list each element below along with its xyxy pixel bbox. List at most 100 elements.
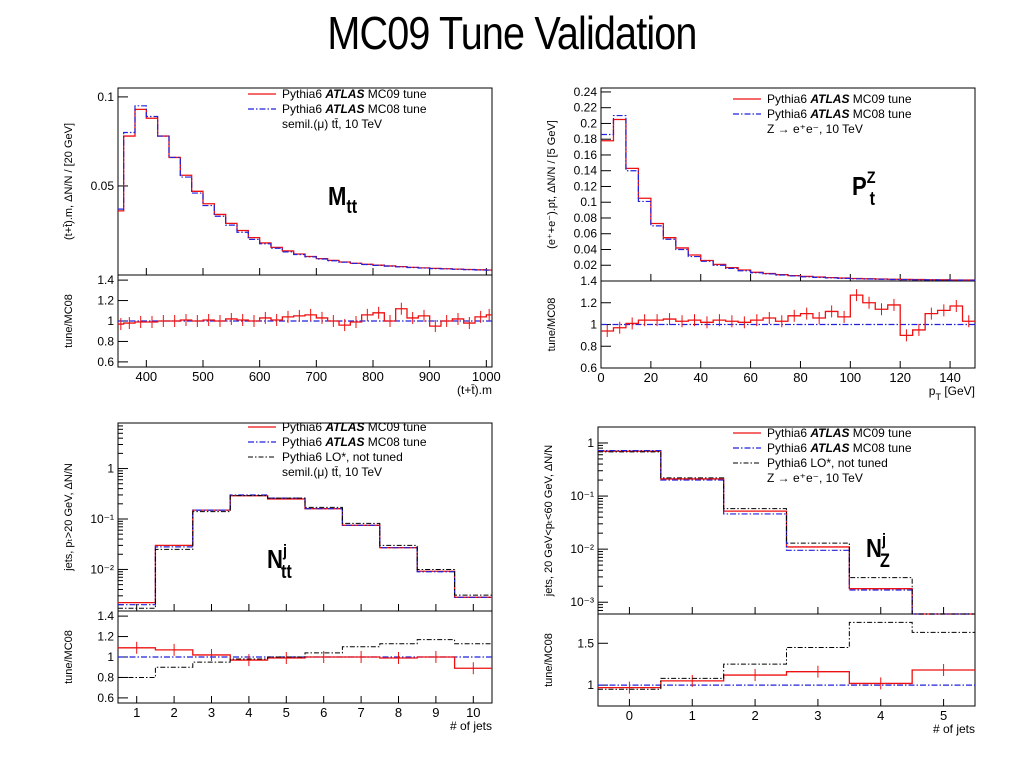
x-tick-label: 800 [362, 369, 384, 384]
y-tick-label: 0.04 [574, 242, 598, 256]
ratio-frame [597, 613, 976, 707]
y-tick-label: 0.14 [574, 164, 598, 178]
x-tick-label: 7 [357, 705, 364, 720]
y-tick-label: 1 [107, 462, 114, 476]
y-tick-label: 0.2 [580, 116, 597, 130]
ratio-y-tick-label: 1.4 [97, 273, 114, 287]
ratio-y-tick-label: 1.2 [580, 296, 597, 310]
x-tick-label: 60 [743, 370, 757, 385]
x-tick-label: 0 [597, 370, 604, 385]
x-tick-label: 9 [432, 705, 439, 720]
y-axis-label: jets, 20 GeV<pₜ<60 GeV, ΔN/N [543, 445, 555, 597]
ratio-y-tick-label: 0.6 [97, 355, 114, 369]
x-tick-label: 1000 [472, 369, 501, 384]
legend-entry: Pythia6 ATLAS MC09 tune [767, 92, 912, 106]
y-tick-label: 0.06 [574, 227, 598, 241]
slide-title: MC09 Tune Validation [327, 7, 697, 59]
ratio-y-tick-label: 1 [107, 650, 114, 664]
ratio-series-lo [118, 639, 492, 678]
legend-entry: Pythia6 ATLAS MC09 tune [767, 426, 912, 440]
y-tick-label: 10⁻¹ [570, 489, 594, 503]
x-tick-label: 5 [283, 705, 290, 720]
ratio-y-tick-label: 1.2 [97, 630, 114, 644]
y-tick-label: 0.05 [91, 179, 115, 193]
y-tick-label: 0.08 [574, 211, 598, 225]
y-tick-label: 10⁻² [570, 542, 594, 556]
series-lo [598, 451, 975, 615]
y-tick-label: 0.1 [580, 195, 597, 209]
ratio-y-tick-label: 1 [107, 314, 114, 328]
x-tick-label: 700 [305, 369, 327, 384]
legend-entry: semil.(μ) tt̄, 10 TeV [282, 465, 382, 479]
series-mc09 [601, 118, 975, 281]
big-label: Nj Z [866, 531, 890, 571]
x-tick-label: 40 [693, 370, 707, 385]
chart-njtt: 1 2 3 4 5 6 7 8 9 10# of jets 10⁻² 10⁻¹ 1 jets, pₜ>20… [63, 420, 493, 733]
ratio-y-tick-label: 0.8 [580, 339, 597, 353]
legend-entry: Pythia6 ATLAS MC09 tune [282, 87, 427, 101]
x-tick-label: 1 [133, 705, 140, 720]
x-tick-label: 3 [208, 705, 215, 720]
ratio-y-tick-label: 0.6 [97, 691, 114, 705]
ratio-y-tick-label: 0.6 [580, 361, 597, 375]
y-tick-label: 10⁻¹ [90, 512, 114, 526]
ratio-y-tick-label: 1.5 [577, 636, 594, 650]
legend-entry: Pythia6 LO*, not tuned [767, 456, 888, 470]
x-tick-label: 4 [245, 705, 252, 720]
x-tick-label: 8 [395, 705, 402, 720]
ratio-y-axis-label: tune/MC08 [63, 294, 75, 348]
y-axis-label: (t+t̄).m, ΔN/N / [20 GeV] [63, 123, 75, 240]
y-axis-label: (e⁺+e⁻).pt, ΔN/N / [5 GeV] [546, 120, 558, 249]
y-tick-label: 0.1 [97, 90, 114, 104]
x-tick-label: 120 [889, 370, 911, 385]
legend-entry: Pythia6 ATLAS MC08 tune [767, 107, 912, 121]
big-label: PZ t [852, 169, 876, 209]
big-label: Mtt [328, 182, 357, 217]
x-tick-label: 20 [644, 370, 658, 385]
ratio-y-axis-label: tune/MC08 [543, 633, 555, 687]
x-tick-label: 1 [689, 708, 696, 723]
legend-entry: Pythia6 ATLAS MC09 tune [282, 420, 427, 434]
x-tick-label: 400 [135, 369, 157, 384]
x-axis-label: # of jets [450, 719, 492, 733]
x-axis-label: # of jets [933, 722, 975, 736]
ratio-y-axis-label: tune/MC08 [63, 630, 75, 684]
legend-entry: Pythia6 ATLAS MC08 tune [282, 435, 427, 449]
legend-entry: Pythia6 ATLAS MC08 tune [282, 102, 427, 116]
x-axis-label: pT [GeV] [929, 384, 975, 402]
x-tick-label: 10 [466, 705, 480, 720]
x-tick-label: 100 [839, 370, 861, 385]
ratio-y-axis-label: tune/MC08 [546, 298, 558, 352]
big-label: Nj tt [267, 542, 292, 582]
x-tick-label: 140 [939, 370, 961, 385]
legend-entry: Z → e⁺e⁻, 10 TeV [767, 471, 863, 485]
legend-entry: Pythia6 ATLAS MC08 tune [767, 441, 912, 455]
y-tick-label: 0.12 [574, 179, 598, 193]
x-axis-label: (t+t̄).m [457, 383, 492, 397]
legend-entry: semil.(μ) tt̄, 10 TeV [282, 117, 382, 131]
x-tick-label: 0 [626, 708, 633, 723]
x-tick-label: 2 [751, 708, 758, 723]
y-tick-label: 0.22 [574, 101, 598, 115]
y-tick-label: 0.16 [574, 148, 598, 162]
legend-entry: Pythia6 LO*, not tuned [282, 450, 403, 464]
x-tick-label: 900 [419, 369, 441, 384]
legend-entry: Z → e⁺e⁻, 10 TeV [767, 122, 863, 136]
chart-njz: 0 1 2 3 4 5# of jets 10⁻³ 10⁻² 10⁻¹ 1 jets, 20 GeV… [543, 426, 976, 736]
y-tick-label: 0.18 [574, 132, 598, 146]
y-tick-label: 0.02 [574, 258, 598, 272]
y-tick-label: 10⁻³ [570, 595, 594, 609]
ratio-y-tick-label: 0.8 [97, 670, 114, 684]
x-tick-label: 600 [249, 369, 271, 384]
ratio-y-tick-label: 1.2 [97, 294, 114, 308]
series-mc08 [118, 494, 492, 606]
x-tick-label: 6 [320, 705, 327, 720]
ratio-series-lo [598, 621, 975, 690]
series-mc08 [118, 105, 492, 271]
series-mc08 [601, 114, 975, 281]
ratio-y-tick-label: 1 [587, 678, 594, 692]
x-tick-label: 3 [814, 708, 821, 723]
ratio-series-mc09 [118, 308, 492, 327]
